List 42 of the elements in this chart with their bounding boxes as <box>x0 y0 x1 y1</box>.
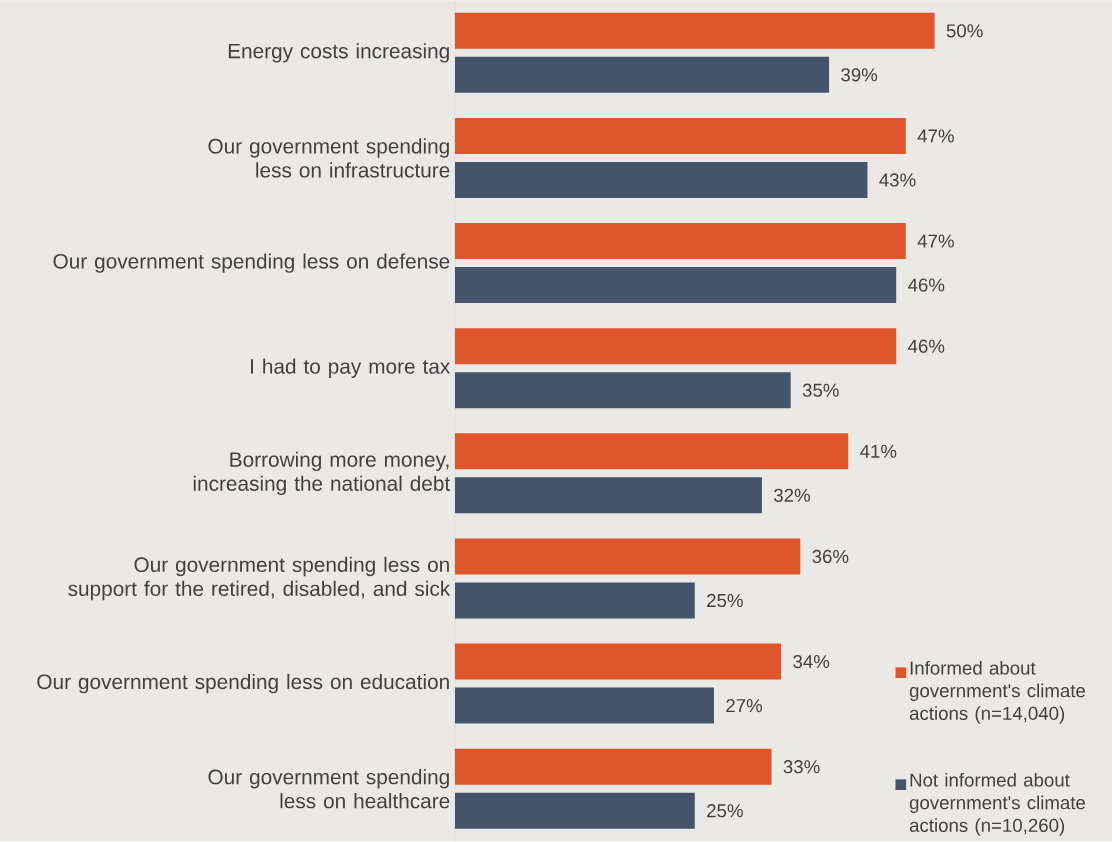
bar <box>455 223 906 260</box>
data-label: 50% <box>946 24 983 38</box>
data-label: 35% <box>802 383 839 398</box>
data-label: 36% <box>812 550 849 564</box>
data-label: 41% <box>860 445 897 459</box>
y-tick-label: Borrowing more money, increasing the national debt <box>193 451 451 496</box>
bar <box>455 582 695 619</box>
bar <box>455 643 782 680</box>
bar <box>455 267 897 304</box>
y-tick-label: Our government spending less on healthcare <box>208 769 450 809</box>
data-label: 34% <box>793 655 830 669</box>
data-label: 39% <box>841 68 878 82</box>
legend-label: Not informed about government's climate actions (n=10,260) <box>909 773 1086 836</box>
y-tick-label: Energy costs increasing <box>228 43 449 63</box>
data-label: 33% <box>783 760 820 774</box>
bar <box>455 792 695 829</box>
bar <box>455 162 868 199</box>
bar <box>455 328 897 365</box>
y-tick-label: I had to pay more tax <box>251 358 451 379</box>
data-label: 47% <box>917 129 954 143</box>
data-label: 46% <box>908 339 945 354</box>
legend-label: Informed about government's climate actions (n=14,040) <box>909 661 1086 724</box>
data-label: 32% <box>774 488 810 503</box>
data-label: 25% <box>707 804 743 818</box>
bar <box>455 687 714 724</box>
bar <box>455 433 849 470</box>
y-tick-label: Our government spending less on defense <box>53 253 450 273</box>
bar <box>455 748 772 785</box>
y-tick-label: Our government spending less on education <box>37 674 449 694</box>
y-tick-label: Our government spending less on infrastructure <box>208 138 450 178</box>
bar <box>455 477 762 514</box>
data-label: 47% <box>917 234 954 248</box>
bar <box>455 372 791 409</box>
data-label: 46% <box>908 278 945 292</box>
bar <box>455 538 801 575</box>
bar <box>455 57 830 94</box>
data-label: 27% <box>726 699 763 713</box>
bar <box>455 13 935 50</box>
data-label: 25% <box>707 594 743 608</box>
bar <box>455 118 906 155</box>
data-label: 43% <box>879 173 916 187</box>
y-tick-label: Our government spending less on support for the retired, disabled, and sick <box>68 556 451 601</box>
